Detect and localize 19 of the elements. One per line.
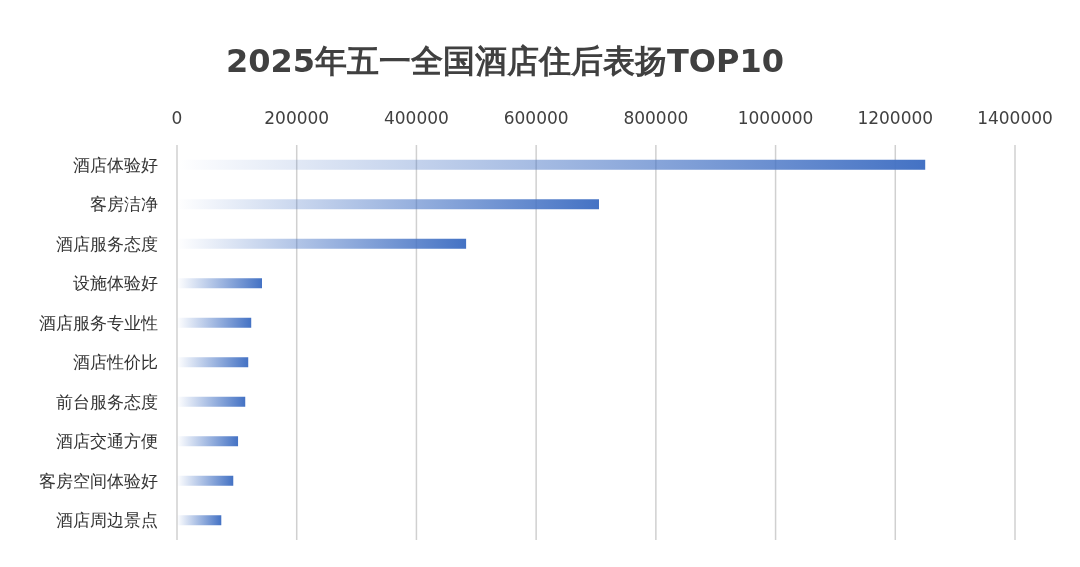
y-tick-label: 酒店性价比 — [73, 352, 158, 373]
y-tick-label: 酒店服务态度 — [56, 233, 158, 254]
y-tick-label: 设施体验好 — [73, 273, 158, 294]
x-tick-label: 0 — [171, 108, 183, 128]
x-tick-label: 1400000 — [977, 108, 1053, 128]
y-tick-label: 酒店交通方便 — [56, 431, 158, 452]
y-tick-label: 客房空间体验好 — [39, 470, 158, 491]
x-tick-label: 1200000 — [857, 108, 934, 128]
x-tick-label: 400000 — [383, 108, 449, 128]
y-tick-label: 酒店服务专业性 — [39, 312, 158, 333]
y-tick-label: 前台服务态度 — [56, 391, 158, 412]
y-tick-label: 酒店周边景点 — [56, 510, 158, 531]
x-tick-label: 600000 — [503, 108, 569, 128]
x-tick-label: 200000 — [264, 108, 330, 128]
y-tick-label: 酒店体验好 — [73, 154, 158, 175]
chart-title: 2025年五一全国酒店住后表扬TOP10 — [225, 42, 785, 80]
y-tick-label: 客房洁净 — [90, 194, 158, 215]
x-tick-label: 800000 — [623, 108, 689, 128]
x-tick-label: 1000000 — [737, 108, 814, 128]
